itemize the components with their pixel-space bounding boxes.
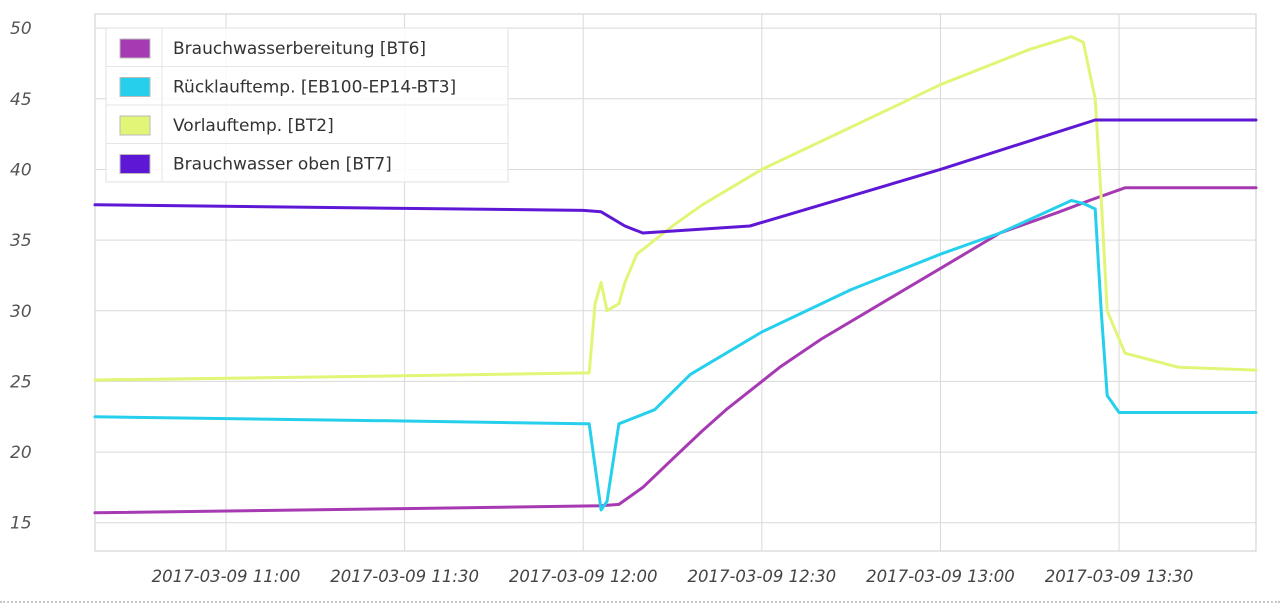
series-line-2 xyxy=(93,199,1258,512)
y-tick-label: 20 xyxy=(10,443,32,463)
x-tick-label: 2017-03-09 13:30 xyxy=(1045,567,1194,586)
x-tick-label: 2017-03-09 12:00 xyxy=(509,567,658,586)
legend-label: Vorlauftemp. [BT2] xyxy=(173,116,334,136)
x-tick-label: 2017-03-09 13:00 xyxy=(866,567,1015,586)
series-lines xyxy=(93,35,1258,515)
y-tick-label: 40 xyxy=(10,160,32,180)
series-line-1 xyxy=(93,186,1258,515)
legend-label: Rücklauftemp. [EB100-EP14-BT3] xyxy=(173,78,456,98)
legend-label: Brauchwasserbereitung [BT6] xyxy=(173,39,426,59)
y-tick-label: 30 xyxy=(10,302,32,322)
bottom-divider xyxy=(0,601,1280,603)
y-axis: 15 20 25 30 35 40 45 50 xyxy=(10,19,32,534)
x-tick-label: 2017-03-09 12:30 xyxy=(687,567,836,586)
y-tick-label: 15 xyxy=(10,514,32,534)
legend-swatch xyxy=(119,38,151,59)
legend-swatch xyxy=(119,154,151,174)
chart-legend: Brauchwasserbereitung [BT6] Rücklauftemp.… xyxy=(105,27,509,183)
plot-frame xyxy=(94,13,1257,552)
chart-grid xyxy=(94,13,1257,552)
series-line-4 xyxy=(93,118,1258,235)
y-tick-label: 25 xyxy=(10,372,32,392)
x-tick-label: 2017-03-09 11:30 xyxy=(330,567,479,586)
legend-label: Brauchwasser oben [BT7] xyxy=(173,155,392,175)
y-tick-label: 45 xyxy=(10,90,32,110)
x-tick-label: 2017-03-09 11:00 xyxy=(152,567,301,586)
legend-swatch xyxy=(119,115,151,136)
legend-swatch xyxy=(119,77,151,97)
y-tick-label: 35 xyxy=(10,231,32,251)
y-tick-label: 50 xyxy=(10,19,32,39)
series-line-3 xyxy=(93,35,1258,382)
x-axis: 2017-03-09 11:00 2017-03-09 11:30 2017-03-… xyxy=(152,567,1194,586)
